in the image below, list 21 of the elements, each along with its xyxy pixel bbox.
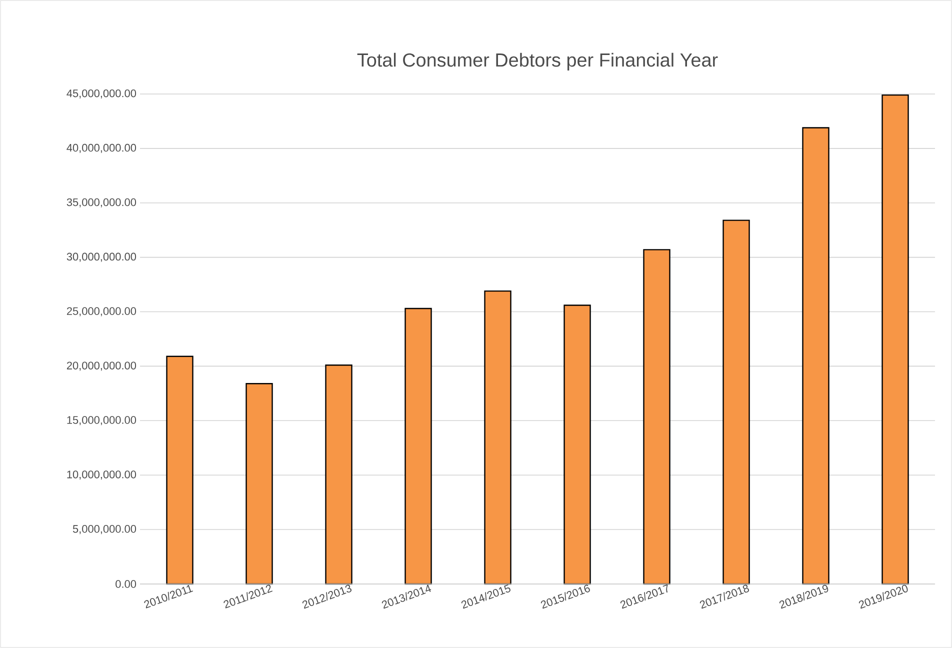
y-tick-label: 35,000,000.00 [66, 198, 136, 208]
bar [802, 127, 830, 585]
y-tick-label: 45,000,000.00 [66, 89, 136, 99]
y-tick-label: 40,000,000.00 [66, 144, 136, 153]
bar [564, 304, 591, 585]
y-tick-label: 0.00 [116, 580, 136, 588]
y-tick-label: 10,000,000.00 [67, 470, 136, 480]
bar [166, 356, 194, 585]
bar [722, 220, 750, 585]
chart-title: Total Consumer Debtors per Financial Year [357, 52, 718, 70]
bar [882, 94, 909, 585]
bar [325, 364, 352, 585]
y-tick-label: 25,000,000.00 [66, 307, 136, 316]
bar [643, 249, 670, 585]
bar [404, 308, 432, 585]
y-tick-label: 20,000,000.00 [66, 362, 136, 371]
bar [246, 383, 273, 585]
y-tick-label: 5,000,000.00 [72, 525, 136, 534]
y-tick-label: 30,000,000.00 [66, 252, 136, 262]
bar [484, 290, 512, 585]
y-tick-label: 15,000,000.00 [67, 416, 136, 426]
